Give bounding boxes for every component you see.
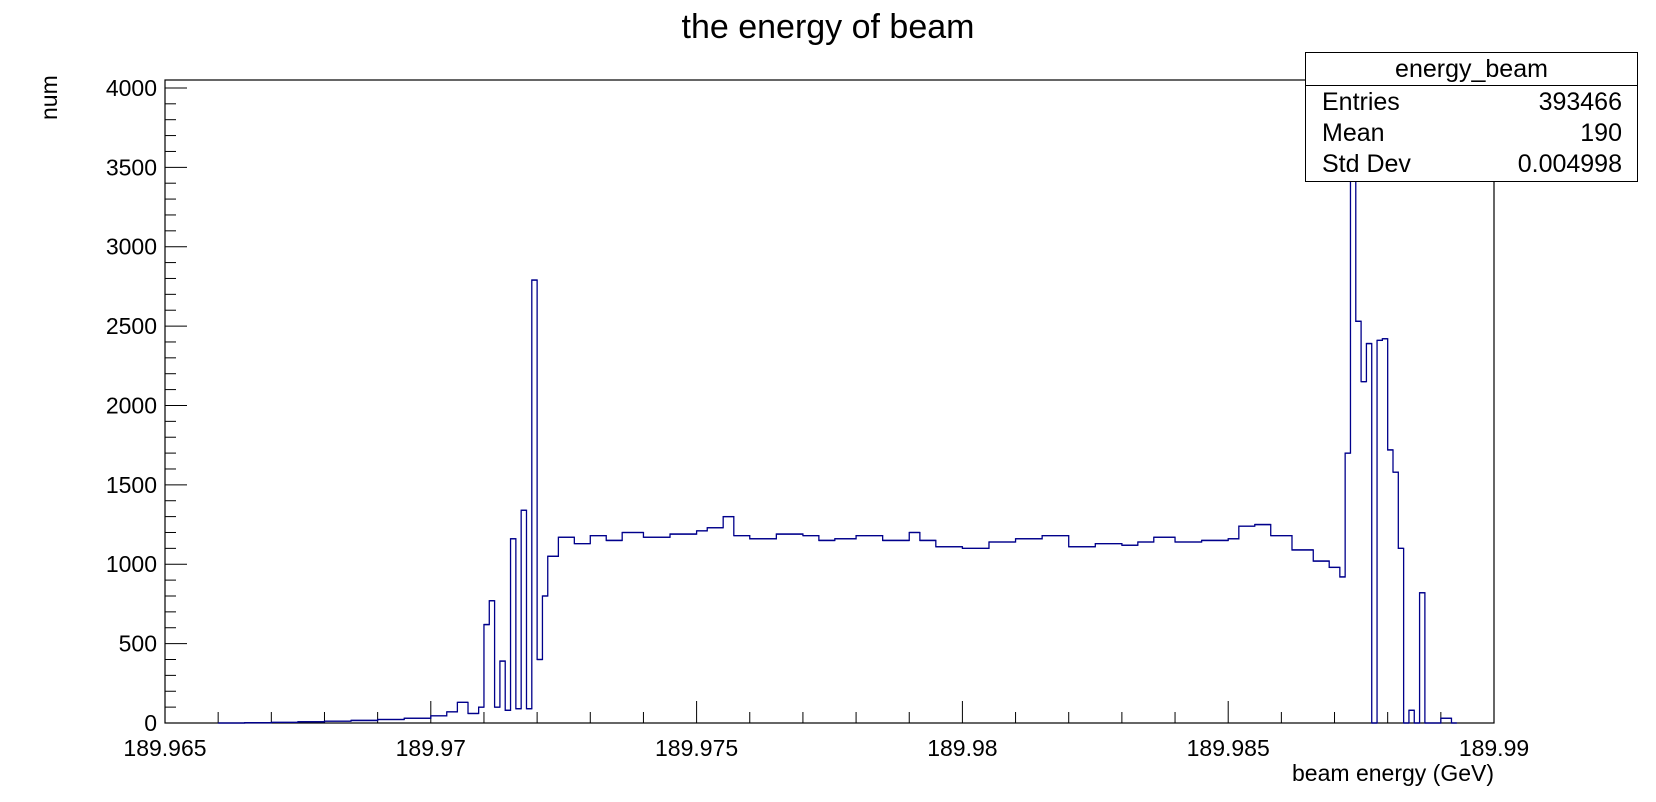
x-tick-label: 189.97 <box>396 735 466 761</box>
stats-value: 190 <box>1580 119 1622 147</box>
stats-label: Mean <box>1322 119 1385 147</box>
y-tick-label: 4000 <box>106 75 157 101</box>
x-tick-label: 189.98 <box>927 735 997 761</box>
stats-label: Entries <box>1322 88 1400 116</box>
y-tick-label: 2500 <box>106 313 157 339</box>
stats-label: Std Dev <box>1322 150 1411 178</box>
stats-value: 393466 <box>1538 88 1622 116</box>
x-tick-label: 189.965 <box>123 735 206 761</box>
stats-row-stddev: Std Dev 0.004998 <box>1306 148 1637 179</box>
y-tick-label: 2000 <box>106 392 157 418</box>
stats-box: energy_beam Entries 393466 Mean 190 Std … <box>1305 52 1638 182</box>
plot-frame <box>164 79 1495 724</box>
y-tick-label: 500 <box>119 631 157 657</box>
stats-row-entries: Entries 393466 <box>1306 86 1637 117</box>
stats-row-mean: Mean 190 <box>1306 117 1637 148</box>
stats-value: 0.004998 <box>1517 150 1622 178</box>
x-tick-label: 189.975 <box>655 735 738 761</box>
x-tick-label: 189.985 <box>1187 735 1270 761</box>
histogram-series <box>218 176 1457 724</box>
x-tick-label: 189.99 <box>1459 735 1529 761</box>
x-axis-label: beam energy (GeV) <box>1292 760 1494 786</box>
y-tick-label: 0 <box>144 710 157 736</box>
y-tick-label: 3500 <box>106 154 157 180</box>
stats-title: energy_beam <box>1306 53 1637 86</box>
y-tick-label: 1500 <box>106 472 157 498</box>
y-axis-label: num <box>36 75 62 120</box>
y-tick-label: 3000 <box>106 234 157 260</box>
histogram-line <box>218 176 1457 724</box>
y-tick-label: 1000 <box>106 551 157 577</box>
chart-title: the energy of beam <box>682 8 975 46</box>
axes: 0 500 1000 1500 2000 2500 3000 3500 4000 189.965 1… <box>106 75 1529 761</box>
